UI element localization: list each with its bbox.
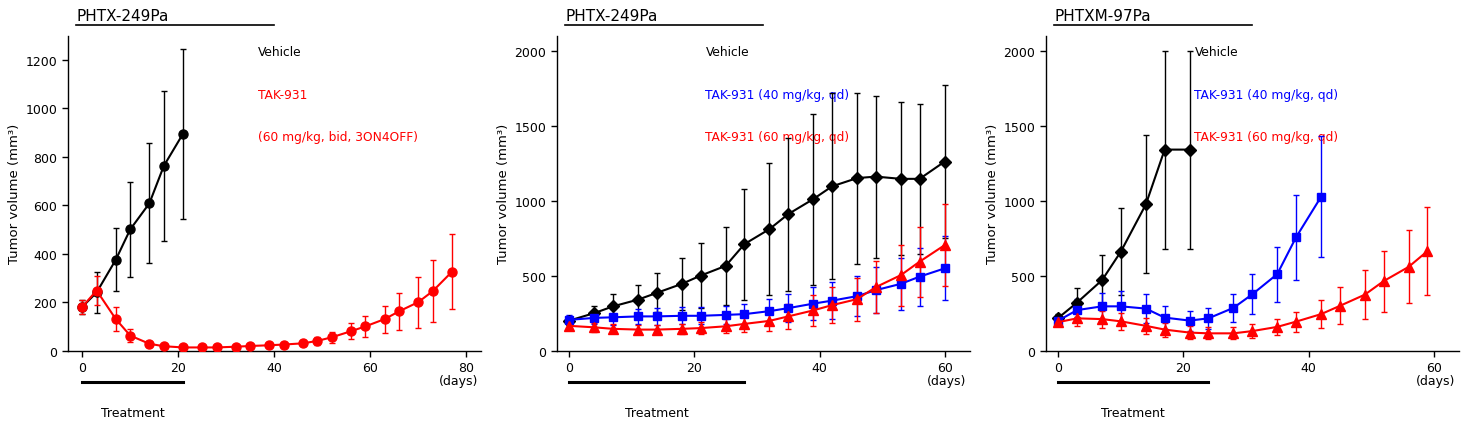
Text: TAK-931: TAK-931 [258, 89, 307, 101]
Text: TAK-931 (60 mg/kg, qd): TAK-931 (60 mg/kg, qd) [1194, 131, 1338, 144]
Y-axis label: Tumor volume (mm³): Tumor volume (mm³) [9, 124, 22, 264]
Text: PHTXM-97Pa: PHTXM-97Pa [1055, 9, 1150, 24]
Text: TAK-931 (60 mg/kg, qd): TAK-931 (60 mg/kg, qd) [706, 131, 849, 144]
Text: Vehicle: Vehicle [1194, 46, 1238, 59]
Text: Vehicle: Vehicle [706, 46, 750, 59]
Text: PHTX-249Pa: PHTX-249Pa [76, 9, 169, 24]
Y-axis label: Tumor volume (mm³): Tumor volume (mm³) [986, 124, 999, 264]
Text: TAK-931 (40 mg/kg, qd): TAK-931 (40 mg/kg, qd) [1194, 89, 1338, 101]
Text: (days): (days) [927, 374, 967, 387]
Text: Treatment: Treatment [625, 406, 689, 419]
Text: (days): (days) [439, 374, 478, 387]
Y-axis label: Tumor volume (mm³): Tumor volume (mm³) [497, 124, 511, 264]
Text: PHTX-249Pa: PHTX-249Pa [565, 9, 657, 24]
Text: Vehicle: Vehicle [258, 46, 301, 59]
Text: (days): (days) [1416, 374, 1455, 387]
Text: TAK-931 (40 mg/kg, qd): TAK-931 (40 mg/kg, qd) [706, 89, 849, 101]
Text: Treatment: Treatment [101, 406, 164, 419]
Text: (60 mg/kg, bid, 3ON4OFF): (60 mg/kg, bid, 3ON4OFF) [258, 131, 418, 144]
Text: Treatment: Treatment [1102, 406, 1165, 419]
